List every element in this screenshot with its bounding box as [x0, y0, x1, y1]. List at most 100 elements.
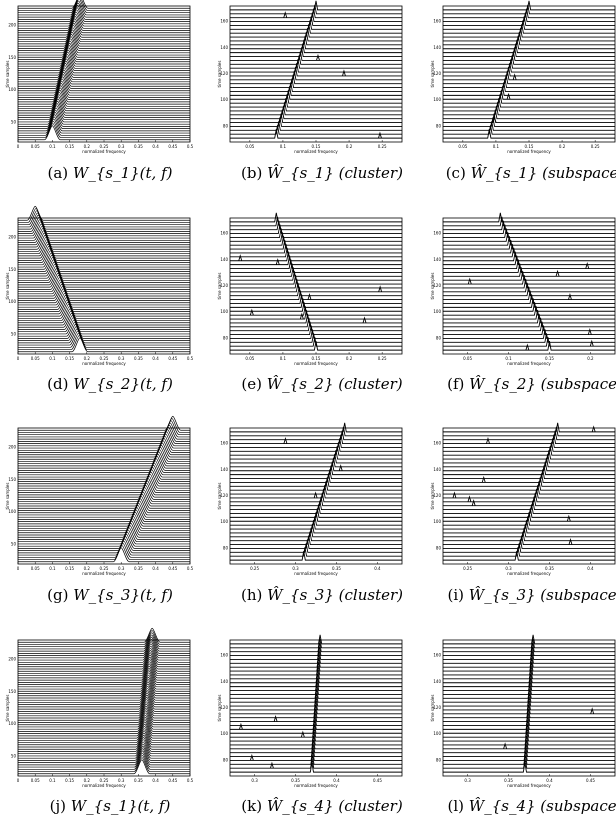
x-tick-label: 0.5 [187, 144, 194, 149]
spectrum-trace [18, 513, 190, 529]
spectrum-trace [18, 725, 190, 741]
y-tick-label: 160 [433, 231, 441, 236]
spectrum-trace [18, 636, 190, 652]
x-tick-label: 0.45 [168, 778, 177, 783]
x-axis-label: normalized frequency [507, 149, 551, 154]
x-tick-label: 0.45 [586, 778, 595, 783]
y-tick-label: 160 [433, 441, 441, 446]
x-tick-label: 0.2 [346, 144, 353, 149]
spectrum-trace [18, 301, 190, 317]
spectrum-trace [443, 306, 615, 316]
spectrum-trace [18, 274, 190, 290]
spectrum-trace [443, 28, 615, 38]
spectrum-trace [18, 120, 190, 136]
spectrum-trace [230, 90, 402, 100]
y-tick-label: 50 [11, 120, 17, 125]
spectrum-trace [230, 461, 402, 472]
spectrum-trace [18, 748, 190, 763]
x-tick-label: 0 [17, 778, 20, 783]
x-tick-label: 0.3 [464, 778, 471, 783]
spectrum-trace [18, 31, 190, 47]
spectrum-trace [230, 329, 402, 339]
x-tick-label: 0.15 [545, 356, 554, 361]
spectrum-trace [230, 341, 402, 351]
spectrum-trace [18, 299, 190, 315]
x-tick-label: 0.25 [250, 566, 259, 571]
spectrum-trace [18, 324, 190, 339]
spectrum-trace [230, 94, 402, 104]
spectrum-trace [230, 70, 402, 81]
y-tick-label: 100 [220, 97, 228, 102]
y-tick-label: 50 [11, 332, 17, 337]
y-tick-label: 100 [8, 721, 16, 726]
spectrum-trace [443, 481, 615, 491]
spectrum-trace [18, 473, 190, 489]
x-tick-label: 0.15 [525, 144, 534, 149]
spectrum-trace [18, 83, 190, 98]
spectrum-trace [230, 259, 402, 269]
spectrum-trace [230, 263, 402, 273]
y-axis-label: time samples [5, 273, 10, 300]
x-tick-label: 0.15 [312, 356, 321, 361]
x-tick-label: 0.05 [458, 144, 467, 149]
x-tick-label: 0.1 [49, 778, 56, 783]
spectrum-trace [18, 540, 190, 556]
spectrum-trace [18, 534, 190, 549]
y-tick-label: 140 [220, 679, 228, 684]
x-tick-label: 0.15 [65, 778, 74, 783]
spectrum-trace [230, 31, 402, 42]
spectrum-trace [18, 319, 190, 335]
spectrum-trace [18, 661, 190, 677]
spectrum-trace [443, 117, 615, 127]
spectrum-trace [230, 109, 402, 120]
spectrum-trace [18, 0, 190, 9]
y-tick-label: 80 [436, 545, 442, 550]
spectrum-trace [443, 4, 615, 15]
subfigure-caption: (c) Ŵ_{s_1} (subspace) [446, 164, 616, 182]
spectrum-trace [18, 94, 190, 109]
spectrum-trace [18, 542, 190, 558]
spectrum-trace [443, 94, 615, 104]
spectrum-trace [230, 55, 402, 65]
y-axis-label: time samples [5, 61, 10, 88]
spectrum-trace [443, 325, 615, 336]
spectrum-trace [18, 78, 190, 94]
y-tick-label: 140 [220, 467, 228, 472]
spectrum-trace [18, 692, 190, 708]
spectrum-trace [443, 535, 615, 546]
spectrum-trace [18, 647, 190, 663]
spectrum-trace [18, 118, 190, 134]
spectrum-trace [230, 212, 402, 223]
spectrum-trace [18, 683, 190, 699]
spectrum-trace [230, 309, 402, 320]
panel-j: 0 0.05 0.1 0.15 0.2 0.25 0.3 0.35 0.4 0.45 0.5 norm… [5, 627, 194, 815]
spectrum-trace [230, 306, 402, 316]
spectrum-trace [230, 302, 402, 312]
spectrum-trace [18, 440, 190, 456]
spectrum-trace [230, 481, 402, 491]
spectrum-trace [443, 430, 615, 441]
subfigure-caption: (i) Ŵ_{s_3} (subspace) [448, 586, 616, 604]
spectrum-trace [443, 634, 615, 645]
spectrum-trace [443, 97, 615, 108]
y-axis-label: time samples [5, 483, 10, 510]
spectrum-trace [230, 12, 402, 22]
y-tick-label: 160 [433, 653, 441, 658]
spectrum-trace [18, 685, 190, 701]
spectrum-trace [230, 28, 402, 38]
y-tick-label: 140 [220, 257, 228, 262]
spectrum-trace [18, 60, 190, 76]
spectrum-trace [230, 337, 402, 347]
spectrum-trace [230, 0, 402, 11]
spectrum-trace [443, 8, 615, 19]
spectrum-trace [18, 22, 190, 38]
spectrum-trace [18, 259, 190, 275]
y-tick-label: 200 [8, 656, 16, 661]
x-tick-label: 0.45 [168, 144, 177, 149]
spectrum-trace [18, 645, 190, 661]
spectrum-trace [18, 634, 190, 650]
y-tick-label: 200 [8, 444, 16, 449]
spectrum-trace [18, 424, 190, 440]
x-tick-label: 0.1 [49, 356, 56, 361]
spectrum-trace [230, 438, 402, 448]
